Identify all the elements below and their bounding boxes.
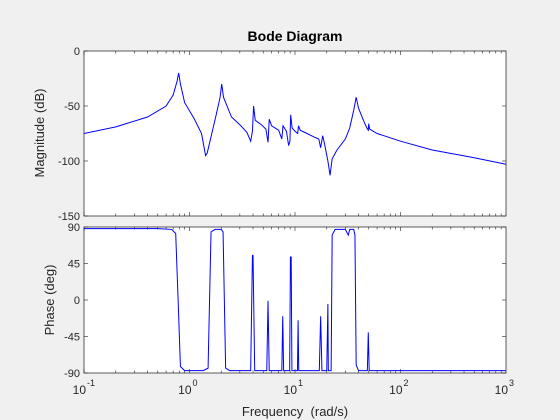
- magnitude-y-tick-label: -50: [64, 101, 80, 113]
- x-axis-label: Frequency (rad/s): [242, 404, 348, 419]
- magnitude-y-tick-label: -100: [58, 156, 80, 168]
- phase-y-tick-label: 0: [74, 295, 80, 307]
- magnitude-axes: 0 -50 -100 -150 Magnitude (dB): [32, 46, 507, 223]
- phase-y-tick-labels: 90 45 0 -45 -90: [64, 222, 80, 380]
- x-tick-label: 10 3: [495, 378, 514, 397]
- phase-y-tick-label: 90: [68, 222, 80, 234]
- x-tick-label-base: 10: [178, 383, 192, 397]
- phase-plot-area: [83, 226, 507, 374]
- magnitude-y-tick-label: -150: [58, 211, 80, 223]
- phase-y-tick-label: -90: [64, 368, 80, 380]
- magnitude-y-tick-label: 0: [74, 46, 80, 58]
- phase-y-axis-label: Phase (deg): [42, 265, 57, 336]
- magnitude-y-axis-label: Magnitude (dB): [32, 89, 47, 178]
- magnitude-plot-area: [83, 50, 507, 217]
- x-tick-label-exponent: 3: [509, 378, 514, 388]
- x-tick-label-exponent: 0: [193, 378, 198, 388]
- x-tick-label-base: 10: [73, 383, 87, 397]
- magnitude-y-tick-labels: 0 -50 -100 -150: [58, 46, 80, 223]
- magnitude-ticks: [83, 50, 506, 217]
- x-tick-labels: 10 -1 10 0 10 1 10 2 10 3: [73, 378, 514, 397]
- x-tick-label-base: 10: [495, 383, 509, 397]
- x-tick-label-base: 10: [284, 383, 298, 397]
- phase-y-tick-label: -45: [64, 332, 80, 344]
- phase-y-tick-label: 45: [68, 259, 80, 271]
- magnitude-series-line: [83, 72, 507, 176]
- x-tick-label-exponent: 2: [404, 378, 409, 388]
- x-tick-label: 10 0: [178, 378, 197, 397]
- x-tick-label-exponent: 1: [298, 378, 303, 388]
- x-tick-label: 10 -1: [73, 378, 95, 397]
- phase-series-line: [84, 228, 506, 372]
- x-tick-label: 10 1: [284, 378, 303, 397]
- phase-axes: 90 45 0 -45 -90 Phase (deg): [42, 222, 507, 380]
- x-tick-label: 10 2: [389, 378, 408, 397]
- chart-title: Bode Diagram: [248, 28, 343, 44]
- x-tick-label-base: 10: [389, 383, 403, 397]
- x-tick-label-exponent: -1: [87, 378, 95, 388]
